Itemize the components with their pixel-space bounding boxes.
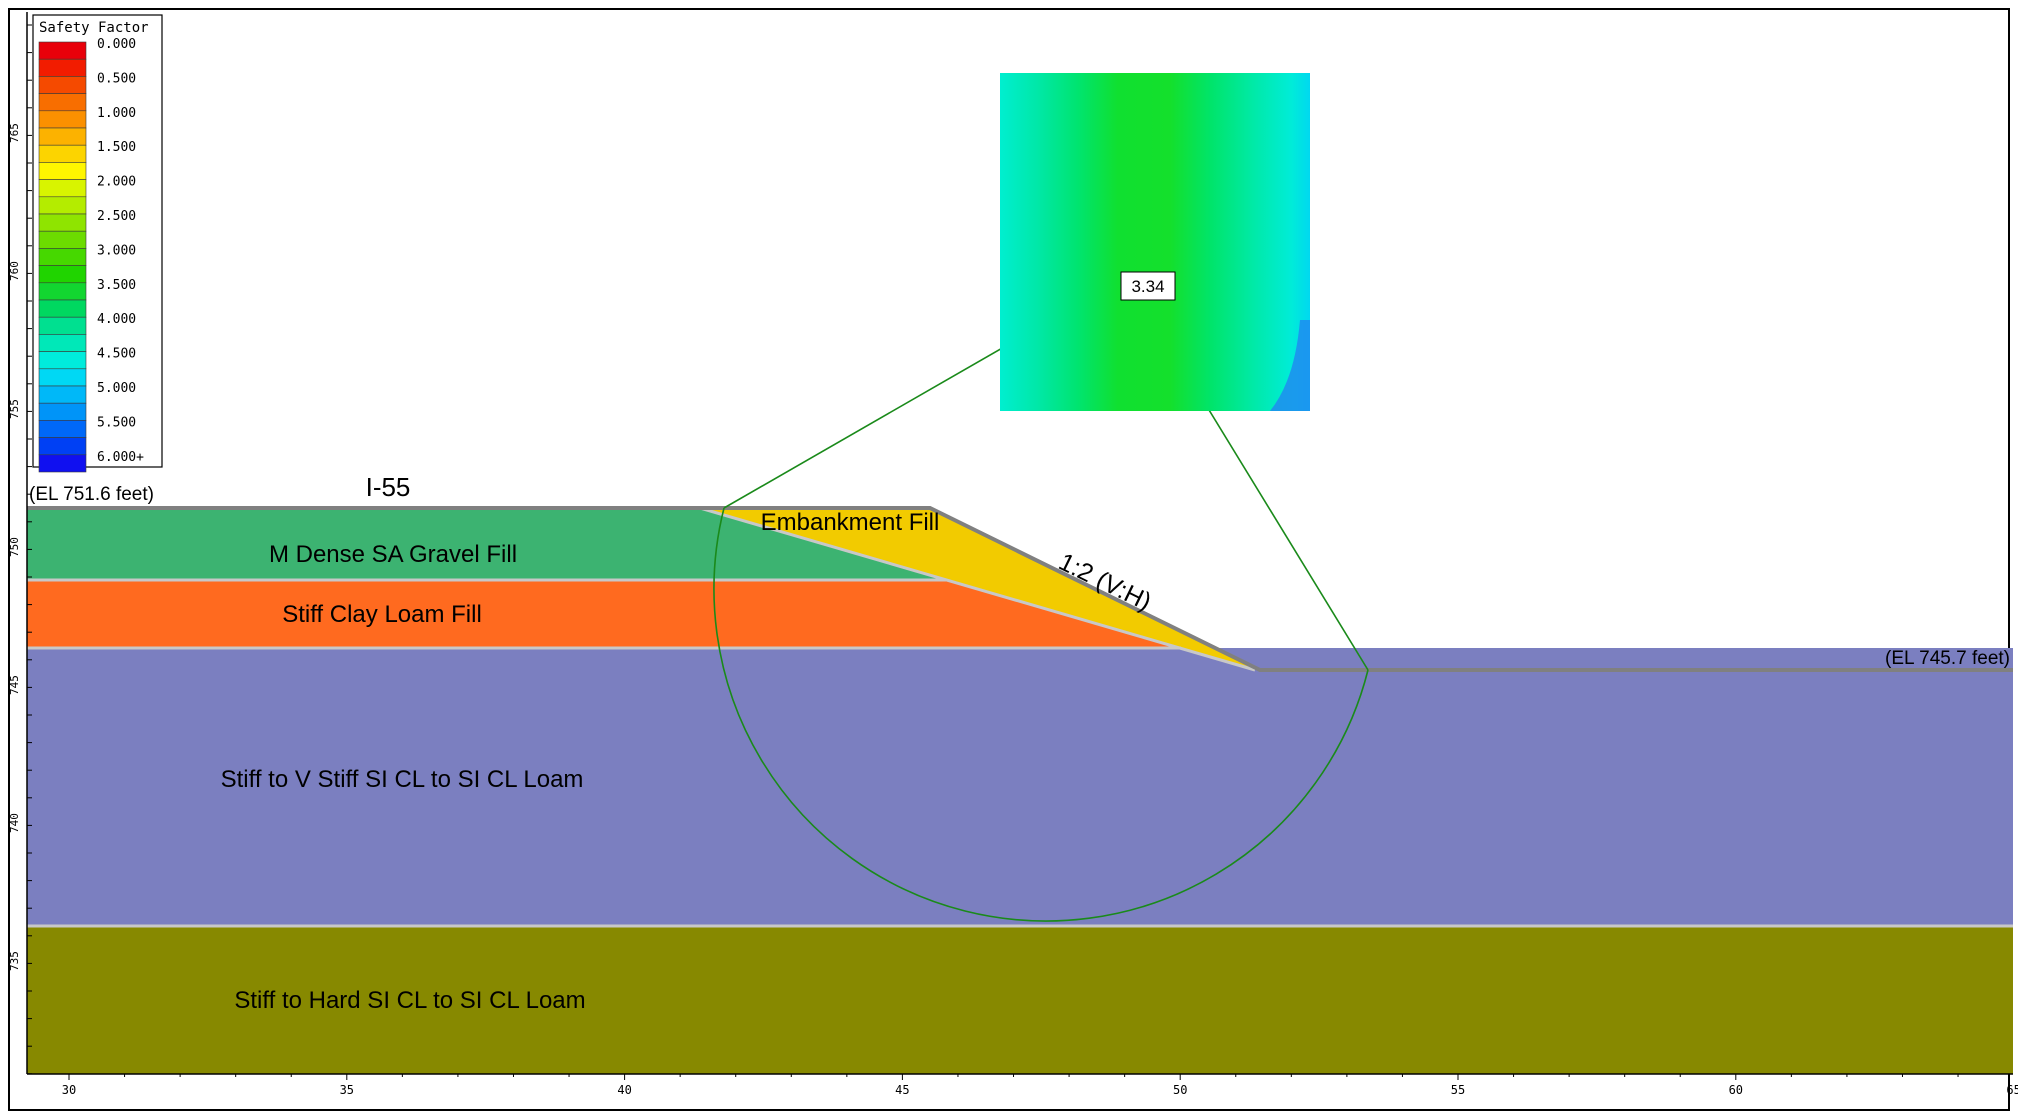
legend-swatch — [38, 93, 87, 112]
legend-swatch — [38, 58, 87, 77]
x-tick-label: 35 — [340, 1083, 354, 1097]
legend-swatch — [38, 402, 87, 421]
legend-swatch — [38, 316, 87, 335]
legend-swatch — [38, 144, 87, 163]
legend-swatch — [38, 368, 87, 387]
y-axis-ticks: 765 760 755 750 745 740 735 — [8, 24, 32, 1075]
legend-swatch — [38, 213, 87, 232]
legend-label: 1.000 — [97, 106, 136, 121]
x-tick-label: 55 — [1451, 1083, 1465, 1097]
layer-label-clay: Stiff Clay Loam Fill — [282, 601, 482, 628]
legend-swatch — [38, 127, 87, 146]
legend-swatch — [38, 437, 87, 456]
y-tick-label: 745 — [8, 675, 21, 695]
legend-label: 4.000 — [97, 312, 136, 327]
y-tick-label: 755 — [8, 399, 21, 419]
safety-factor-box — [1120, 271, 1176, 301]
layer-right-ground — [1181, 670, 2013, 926]
ground-surface — [27, 506, 2013, 672]
legend-swatch — [38, 196, 87, 215]
legend-label: 2.000 — [97, 175, 136, 190]
legend-swatch — [38, 41, 87, 60]
legend: Safety Factor 0.000 0.500 1.000 1.500 2.000 2… — [32, 14, 163, 473]
legend-title: Safety Factor — [39, 20, 149, 36]
legend-swatch — [38, 110, 87, 129]
legend-swatch — [38, 385, 87, 404]
el-left-label: (EL 751.6 feet) — [29, 484, 154, 505]
safety-factor-value: 3.34 — [1131, 277, 1164, 296]
layer-stiff-clay-loam-fill — [27, 580, 1181, 648]
y-tick-label: 750 — [8, 537, 21, 557]
legend-label: 3.500 — [97, 278, 136, 293]
layer-m-dense-gravel-fill — [27, 508, 946, 580]
layer-label-v-stiff: Stiff to V Stiff SI CL to SI CL Loam — [221, 766, 584, 793]
y-tick-label: 760 — [8, 261, 21, 281]
x-tick-label: 65 — [2006, 1083, 2018, 1097]
x-axis-ticks: 30354045505560657075808590951 — [62, 1074, 2018, 1097]
x-tick-label: 60 — [1729, 1083, 1743, 1097]
legend-swatch — [38, 299, 87, 318]
embankment-label: Embankment Fill — [761, 509, 940, 536]
legend-label: 6.000+ — [97, 450, 144, 465]
legend-swatch — [38, 282, 87, 301]
layer-stiff-to-hard — [27, 926, 2013, 1074]
legend-label: 4.500 — [97, 347, 136, 362]
legend-label: 5.000 — [97, 381, 136, 396]
legend-swatch — [38, 351, 87, 370]
legend-swatch — [38, 265, 87, 284]
layer-label-hard: Stiff to Hard SI CL to SI CL Loam — [234, 987, 585, 1014]
legend-label: 2.500 — [97, 209, 136, 224]
legend-swatch — [38, 76, 87, 94]
legend-swatch — [38, 230, 87, 249]
y-tick-label: 765 — [8, 123, 21, 143]
legend-swatch — [38, 179, 87, 198]
legend-label: 0.500 — [97, 71, 136, 86]
legend-label: 5.500 — [97, 415, 136, 430]
x-tick-label: 40 — [617, 1083, 631, 1097]
x-tick-label: 45 — [895, 1083, 909, 1097]
legend-swatch — [38, 420, 87, 438]
y-tick-label: 735 — [8, 951, 21, 971]
legend-label: 0.000 — [97, 37, 136, 52]
layer-label-gravel: M Dense SA Gravel Fill — [269, 541, 517, 568]
y-tick-label: 740 — [8, 813, 21, 833]
slip-center-grid — [1000, 73, 1310, 411]
failure-slip-surface — [713, 507, 1369, 922]
legend-label: 3.000 — [97, 243, 136, 258]
el-right-label: (EL 745.7 feet) — [1885, 648, 2010, 669]
legend-swatch — [38, 454, 87, 473]
x-tick-label: 30 — [62, 1083, 76, 1097]
legend-label: 1.500 — [97, 140, 136, 155]
legend-swatch — [38, 248, 87, 266]
x-tick-label: 50 — [1173, 1083, 1187, 1097]
road-label: I-55 — [366, 472, 411, 502]
legend-swatch — [38, 334, 87, 352]
legend-swatch — [38, 162, 87, 180]
